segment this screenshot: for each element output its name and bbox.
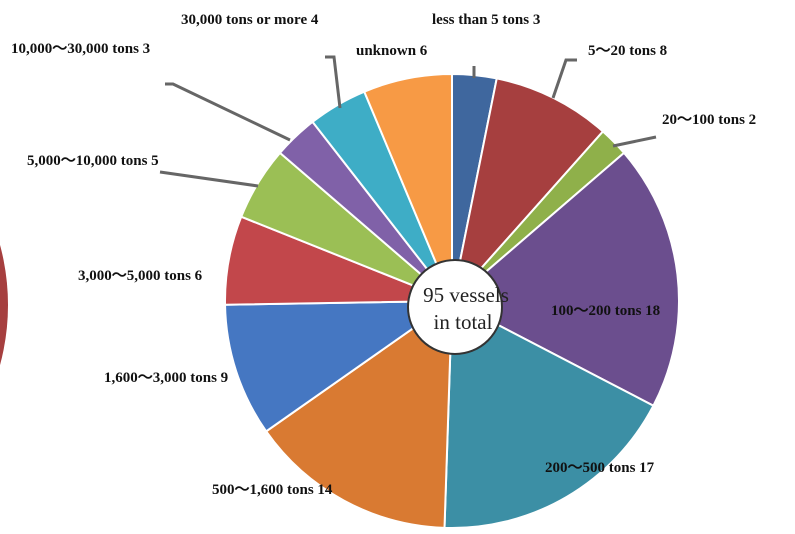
slice-label: unknown 6 xyxy=(356,43,428,59)
center-circle xyxy=(407,259,503,355)
center-badge: 95 vessels in total xyxy=(407,259,509,355)
leader-line xyxy=(551,58,577,99)
center-label-line-2: in total xyxy=(434,310,493,334)
slice-label: less than 5 tons 3 xyxy=(432,12,540,28)
pie-slices xyxy=(224,72,680,529)
pie-outline xyxy=(224,73,680,529)
partial-pie-slice xyxy=(0,244,8,366)
slice-label: 100～200 tons 18 xyxy=(551,303,660,319)
slice-label: 200～500 tons 17 xyxy=(545,460,655,476)
slice-label: 500～1,600 tons 14 xyxy=(212,482,333,498)
slice-label: 5～20 tons 8 xyxy=(588,43,667,59)
slice-label: 20～100 tons 2 xyxy=(662,112,756,128)
slice-label: 3,000～5,000 tons 6 xyxy=(78,268,203,284)
center-label-line-1: 95 vessels xyxy=(423,283,509,307)
leader-line xyxy=(159,170,259,188)
partial-second-pie xyxy=(0,244,8,366)
leader-line xyxy=(612,135,657,148)
slice-label: 10,000～30,000 tons 3 xyxy=(11,41,150,57)
slice-label: 5,000～10,000 tons 5 xyxy=(27,153,159,169)
leader-line xyxy=(165,82,291,142)
leader-line xyxy=(325,55,342,109)
slice-label: 1,600～3,000 tons 9 xyxy=(104,370,228,386)
slice-labels: less than 5 tons 3 5～20 tons 8 20～100 tons… xyxy=(11,12,756,498)
slice-label: 30,000 tons or more 4 xyxy=(181,12,319,28)
label-leader-lines xyxy=(159,55,657,188)
